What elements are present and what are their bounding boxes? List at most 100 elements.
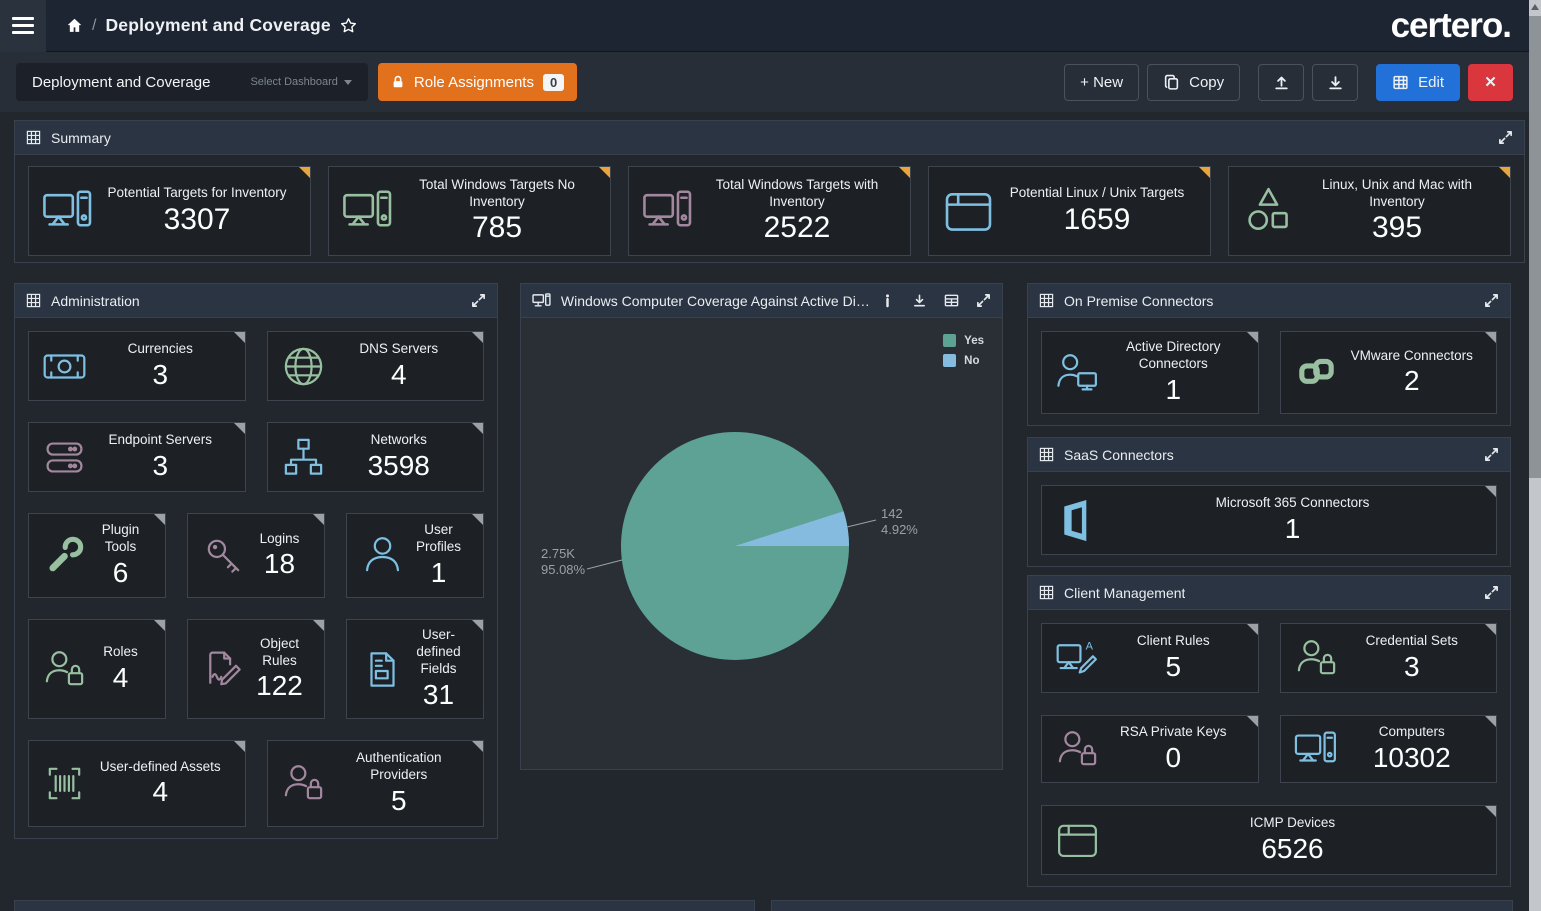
pie-chart: Yes No 142 4.92% 2.75K 95.08%: [521, 318, 1002, 769]
chart-legend: Yes No: [943, 334, 984, 367]
tile-value: 1: [430, 556, 447, 588]
tile-text: Active Directory Connectors 1: [1101, 339, 1246, 406]
tile-text: Roles 4: [88, 644, 153, 694]
expand-icon[interactable]: [1484, 585, 1499, 600]
tile-currencies[interactable]: Currencies 3: [28, 331, 246, 401]
copy-button[interactable]: Copy: [1147, 63, 1241, 101]
tile-endpoint-servers[interactable]: Endpoint Servers 3: [28, 422, 246, 492]
expand-icon[interactable]: [471, 293, 486, 308]
role-assignments-button[interactable]: Role Assignments 0: [377, 63, 578, 101]
tile-value: 3307: [163, 202, 231, 236]
tile-corner-fold: [598, 167, 610, 179]
tile-value: 10302: [1372, 741, 1451, 773]
tile-label: User Profiles: [415, 522, 461, 554]
tile-user-defined-assets[interactable]: User-defined Assets 4: [28, 740, 246, 827]
download-button[interactable]: [1312, 63, 1359, 101]
tile-user-defined-fields[interactable]: User-defined Fields 31: [346, 619, 484, 719]
upload-button[interactable]: [1258, 63, 1305, 101]
tile-dns-servers[interactable]: DNS Servers 4: [266, 331, 484, 401]
info-icon[interactable]: [880, 293, 895, 308]
tile-plugin-tools[interactable]: Plugin Tools 6: [28, 513, 166, 598]
tile-active-directory-connectors[interactable]: Active Directory Connectors 1: [1041, 331, 1259, 414]
tile-user-profiles[interactable]: User Profiles 1: [346, 513, 484, 598]
tile-label: Client Rules: [1136, 633, 1210, 649]
vmware-icon: [1293, 349, 1340, 396]
person-lock-icon: [1054, 726, 1101, 773]
tile-text: VMware Connectors 2: [1340, 348, 1485, 398]
expand-icon[interactable]: [1484, 293, 1499, 308]
tile-microsoft-365-connectors[interactable]: Microsoft 365 Connectors 1: [1041, 485, 1497, 555]
computer-icon: [1293, 726, 1340, 773]
tile-authentication-providers[interactable]: Authentication Providers 5: [266, 740, 484, 827]
legend-item-no[interactable]: No: [943, 354, 984, 367]
tile-rsa-private-keys[interactable]: RSA Private Keys 0: [1041, 715, 1259, 783]
tile-vmware-connectors[interactable]: VMware Connectors 2: [1279, 331, 1497, 414]
tile-text: Plugin Tools 6: [88, 522, 153, 589]
tile-text: Credential Sets 3: [1340, 633, 1485, 683]
computer-icon: [341, 184, 396, 239]
administration-panel-header: Administration: [15, 284, 497, 318]
tile-potential-targets-for-inventory[interactable]: Potential Targets for Inventory 3307: [28, 166, 311, 256]
tile-linux-unix-and-mac-with-inventory[interactable]: Linux, Unix and Mac with Inventory 395: [1228, 166, 1511, 256]
person-icon: [359, 532, 406, 579]
tile-value: 395: [1371, 211, 1423, 245]
expand-icon[interactable]: [1498, 130, 1513, 145]
tile-corner-fold: [471, 423, 484, 435]
summary-panel-title: Summary: [51, 129, 111, 146]
expand-icon[interactable]: [1484, 447, 1499, 462]
wrench-icon: [41, 532, 88, 579]
tile-value: 4: [152, 776, 169, 808]
tile-corner-fold: [1484, 486, 1496, 498]
hamburger-menu-icon[interactable]: [0, 0, 46, 52]
pie-label-no: 142 4.92%: [881, 506, 918, 538]
legend-item-yes[interactable]: Yes: [943, 334, 984, 347]
tile-corner-fold: [471, 620, 483, 632]
home-icon[interactable]: [66, 17, 83, 34]
tile-value: 2522: [763, 211, 831, 245]
person-lock-icon: [41, 646, 88, 693]
tile-computers[interactable]: Computers 10302: [1279, 715, 1497, 783]
tile-object-rules[interactable]: Object Rules 122: [187, 619, 325, 719]
new-button[interactable]: + New: [1064, 63, 1140, 101]
tile-icmp-devices[interactable]: ICMP Devices 6526: [1041, 805, 1497, 875]
on-premise-connectors-panel: On Premise Connectors Active Directory C…: [1027, 283, 1511, 426]
tile-logins[interactable]: Logins 18: [187, 513, 325, 598]
edit-button[interactable]: Edit: [1376, 63, 1460, 101]
tile-text: DNS Servers 4: [327, 341, 472, 391]
tile-text: Total Windows Targets No Inventory 785: [396, 177, 598, 246]
tile-credential-sets[interactable]: Credential Sets 3: [1279, 623, 1497, 693]
on-premise-panel-header: On Premise Connectors: [1028, 284, 1510, 318]
select-dashboard-dropdown[interactable]: Select Dashboard: [250, 76, 352, 88]
tile-corner-fold: [232, 741, 245, 753]
tile-text: Currencies 3: [88, 341, 233, 391]
tile-total-windows-targets-with-inventory[interactable]: Total Windows Targets with Inventory 2522: [628, 166, 911, 256]
on-premise-tiles: Active Directory Connectors 1 VMware Conne…: [1041, 331, 1497, 414]
expand-icon[interactable]: [976, 293, 991, 308]
tile-potential-linux-unix-targets[interactable]: Potential Linux / Unix Targets 1659: [928, 166, 1211, 256]
tile-text: Microsoft 365 Connectors 1: [1101, 495, 1484, 545]
download-icon[interactable]: [912, 293, 927, 308]
grid-panel-icon: [1039, 585, 1054, 600]
favorite-star-icon[interactable]: [340, 17, 357, 34]
close-dashboard-button[interactable]: ✕: [1468, 63, 1513, 101]
tile-label: Potential Linux / Unix Targets: [1009, 185, 1185, 201]
tile-total-windows-targets-no-inventory[interactable]: Total Windows Targets No Inventory 785: [328, 166, 611, 256]
tile-client-rules[interactable]: A Client Rules 5: [1041, 623, 1259, 693]
tile-roles[interactable]: Roles 4: [28, 619, 166, 719]
chart-panel-title: Windows Computer Coverage Against Active…: [560, 292, 870, 309]
scrollbar-up-arrow[interactable]: [1531, 4, 1539, 10]
tile-label: Currencies: [127, 341, 193, 357]
table-view-icon[interactable]: [944, 293, 959, 308]
vertical-scrollbar[interactable]: [1529, 0, 1541, 911]
pie-slice-no[interactable]: [735, 511, 849, 546]
tile-value: 3: [152, 358, 169, 390]
tile-networks[interactable]: Networks 3598: [266, 422, 484, 492]
computer-icon: [532, 293, 551, 308]
scrollbar-thumb[interactable]: [1529, 16, 1541, 478]
administration-tiles-row: User-defined Assets 4 Authentication Provi…: [28, 740, 484, 827]
upload-icon: [1273, 74, 1290, 91]
bottom-left-panel-header: [14, 900, 755, 911]
doc-pencil-icon: [200, 646, 247, 693]
client-management-panel: Client Management A Client Rules 5 Credenti…: [1027, 575, 1511, 887]
administration-tiles-row: Endpoint Servers 3 Networks 3598: [28, 422, 484, 492]
